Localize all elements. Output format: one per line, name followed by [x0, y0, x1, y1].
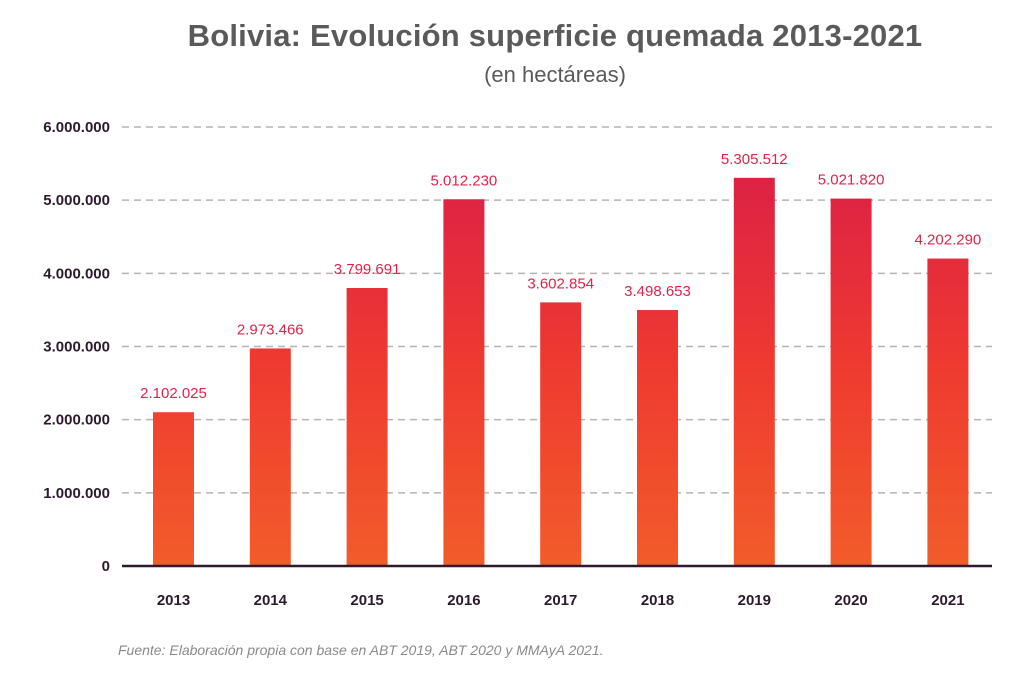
x-tick-label: 2019 — [738, 592, 771, 609]
data-label: 5.305.512 — [721, 151, 788, 168]
bar-2018 — [637, 310, 678, 566]
bar-2016 — [443, 199, 485, 566]
data-label: 5.012.230 — [431, 172, 498, 189]
x-tick-label: 2016 — [447, 592, 480, 609]
data-label: 3.498.653 — [624, 283, 691, 300]
data-label: 5.021.820 — [818, 172, 885, 189]
bar-2017 — [540, 302, 582, 566]
source-note: Fuente: Elaboración propia con base en A… — [118, 642, 604, 658]
x-tick-label: 2014 — [254, 592, 288, 609]
x-axis-ticks: 2013 2014 2015 2016 2017 2018 2019 2020 2021 — [157, 592, 965, 609]
x-tick-label: 2021 — [931, 592, 964, 609]
x-tick-label: 2015 — [350, 592, 383, 609]
bar-2014 — [249, 348, 291, 566]
y-axis-ticks: 0 1.000.000 2.000.000 3.000.000 4.000.000 5.0… — [43, 119, 110, 575]
chart-subtitle: (en hectáreas) — [484, 62, 626, 87]
y-tick-label: 5.000.000 — [43, 192, 110, 209]
chart-title: Bolivia: Evolución superficie quemada 20… — [187, 18, 923, 53]
y-tick-label: 1.000.000 — [43, 485, 110, 502]
y-tick-label: 0 — [102, 558, 110, 575]
y-tick-label: 6.000.000 — [43, 119, 110, 136]
data-label: 2.102.025 — [140, 385, 207, 402]
bar-2015 — [346, 287, 388, 566]
bar-2013 — [153, 412, 194, 566]
x-tick-label: 2013 — [157, 592, 190, 609]
bar-2021 — [927, 258, 969, 566]
bars — [153, 177, 969, 567]
x-tick-label: 2017 — [544, 592, 577, 609]
data-label: 3.602.854 — [527, 275, 594, 292]
y-tick-label: 3.000.000 — [43, 339, 110, 356]
x-tick-label: 2018 — [641, 592, 674, 609]
y-tick-label: 2.000.000 — [43, 412, 110, 429]
bar-2020 — [830, 198, 872, 566]
data-labels: 2.102.025 2.973.466 3.799.691 5.012.230 3.60… — [140, 151, 981, 402]
data-label: 2.973.466 — [237, 321, 304, 338]
y-tick-label: 4.000.000 — [43, 265, 110, 282]
bar-2019 — [733, 177, 775, 567]
x-tick-label: 2020 — [834, 592, 867, 609]
data-label: 3.799.691 — [334, 261, 401, 278]
data-label: 4.202.290 — [915, 232, 982, 249]
